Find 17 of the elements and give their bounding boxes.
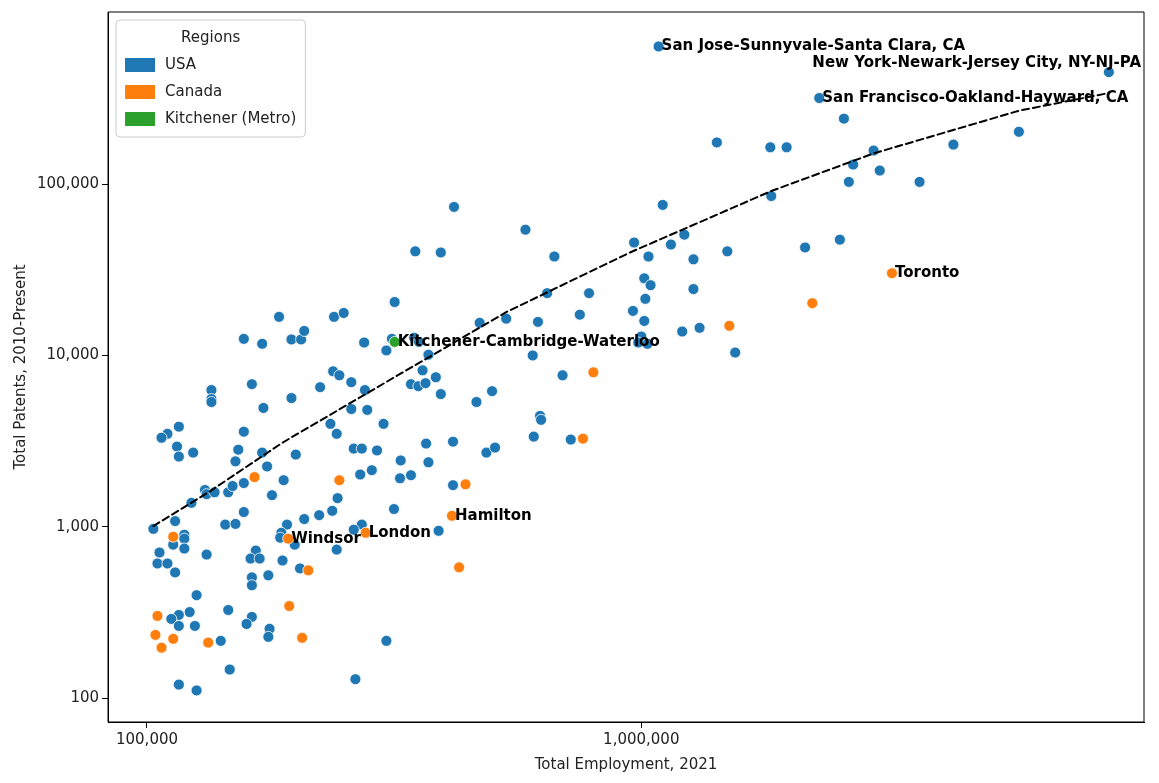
- annotation: Toronto: [894, 263, 960, 282]
- annotation: San Francisco-Oakland-Hayward, CA: [822, 87, 1129, 106]
- y-tick-label: 1,000: [56, 516, 100, 535]
- annotation: San Jose-Sunnyvale-Santa Clara, CA: [661, 36, 966, 55]
- annotation: New York-Newark-Jersey City, NY-NJ-PA: [812, 53, 1142, 72]
- y-tick-label: 100: [70, 688, 100, 707]
- x-axis-title: Total Employment, 2021: [533, 754, 718, 773]
- annotation: Hamilton: [454, 505, 532, 524]
- legend-title: Regions: [181, 27, 241, 46]
- y-tick-label: 100,000: [37, 173, 100, 192]
- y-axis-title: Total Patents, 2010-Present: [10, 264, 29, 471]
- y-tick-label: 10,000: [46, 345, 100, 364]
- legend-label: Kitchener (Metro): [165, 108, 297, 127]
- x-tick-label: 1,000,000: [603, 729, 680, 748]
- legend-label: USA: [165, 54, 197, 73]
- annotation: London: [368, 522, 431, 541]
- legend-label: Canada: [165, 81, 223, 100]
